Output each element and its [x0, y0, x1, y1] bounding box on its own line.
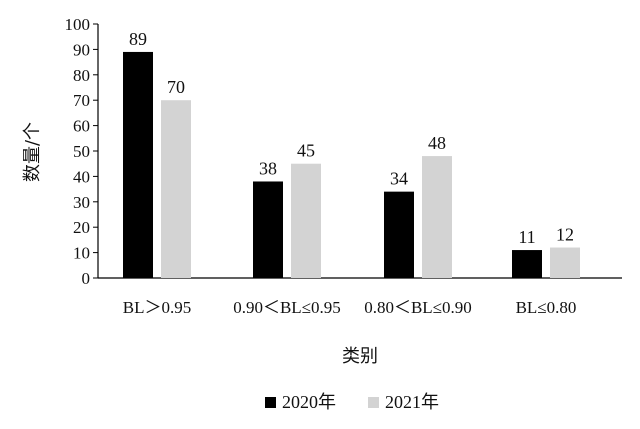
data-label: 12	[556, 225, 574, 245]
x-axis-title: 类别	[342, 346, 378, 367]
y-tick-label: 20	[73, 218, 90, 237]
data-label: 11	[518, 227, 535, 247]
bar-series2-cat2	[291, 163, 321, 278]
bar-series1-cat3	[384, 191, 414, 278]
data-labels: 89 70 38 45 34 48 11 12	[129, 29, 574, 247]
category-label: 0.90＜BL≤0.95	[233, 298, 341, 317]
category-label: BL＞0.95	[123, 298, 191, 317]
y-tick-label: 70	[73, 91, 90, 110]
category-label: BL≤0.80	[516, 298, 577, 317]
bars	[123, 51, 580, 278]
y-tick-label: 30	[73, 193, 90, 212]
bar-series1-cat2	[253, 181, 283, 278]
y-tick-label: 40	[73, 167, 90, 186]
y-tick-label: 10	[73, 244, 90, 263]
legend-swatch-2	[368, 397, 379, 408]
y-axis-title: 数量/个	[22, 122, 43, 182]
data-label: 89	[129, 29, 147, 49]
y-tick-label: 80	[73, 66, 90, 85]
legend-swatch-1	[265, 397, 276, 408]
data-label: 70	[167, 77, 185, 97]
data-label: 34	[390, 169, 408, 189]
legend-label-2: 2021年	[385, 392, 439, 412]
bar-series1-cat1	[123, 51, 153, 278]
y-tick-label: 100	[65, 15, 91, 34]
data-label: 38	[259, 158, 277, 178]
y-tick-label: 0	[82, 269, 91, 288]
y-tick-label: 50	[73, 142, 90, 161]
category-labels: BL＞0.95 0.90＜BL≤0.95 0.80＜BL≤0.90 BL≤0.80	[123, 298, 577, 317]
data-label: 48	[428, 133, 446, 153]
y-ticks: 0 10 20 30 40 50 60 70 80 90 100	[65, 15, 98, 288]
bar-series1-cat4	[512, 250, 542, 278]
y-tick-label: 90	[73, 40, 90, 59]
legend: 2020年 2021年	[265, 392, 439, 412]
bar-series2-cat3	[422, 156, 452, 278]
bar-series2-cat1	[161, 100, 191, 278]
bar-series2-cat4	[550, 247, 580, 278]
legend-label-1: 2020年	[282, 392, 336, 412]
category-label: 0.80＜BL≤0.90	[364, 298, 472, 317]
y-tick-label: 60	[73, 117, 90, 136]
data-label: 45	[297, 141, 315, 161]
